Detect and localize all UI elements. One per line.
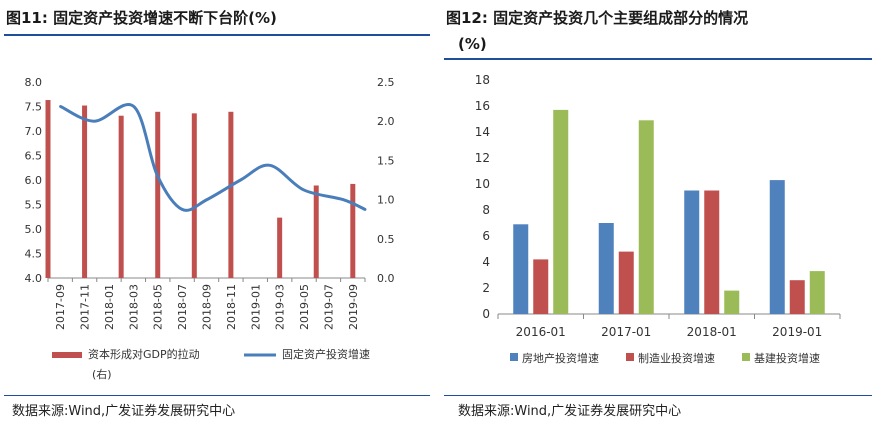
legend-bar-note: (右)	[92, 367, 112, 381]
x-tick-label: 2019-01	[249, 284, 262, 330]
left-y-tick-label: 4.5	[25, 248, 43, 261]
left-chart: 4.0 4.5 5.0 5.5 6.0 6.5 7.0 7.5 8.0 0.0 0.5 1.0 1.5 2…	[25, 76, 395, 381]
left-figure-title: 图11: 固定资产投资增速不断下台阶(%)	[6, 6, 277, 30]
y-tick-label: 4	[482, 255, 490, 269]
bar-capital-formation	[313, 185, 319, 278]
x-tick-label: 2019-01	[772, 325, 822, 339]
right-figure-panel: 图12: 固定资产投资几个主要组成部分的情况 (%) 0 2 4 6 8 10 12 14 16…	[440, 0, 877, 425]
x-tick-label: 2019-07	[322, 284, 335, 330]
bar-manufacturing	[789, 280, 805, 314]
bar-real-estate	[513, 224, 529, 314]
bar-real-estate	[769, 180, 785, 314]
right-y-tick-label: 0.5	[377, 233, 395, 246]
x-tick-label: 2017-11	[79, 284, 92, 330]
x-tick-label: 2018-03	[127, 284, 140, 330]
y-tick-label: 18	[475, 73, 490, 87]
bar-capital-formation	[45, 100, 51, 278]
bar-capital-formation	[277, 217, 283, 278]
legend-bar-swatch	[52, 352, 82, 358]
left-y-tick-label: 6.5	[25, 150, 43, 163]
right-title-rule	[444, 58, 872, 60]
bar-infrastructure	[638, 120, 654, 314]
x-tick-label: 2018-07	[176, 284, 189, 330]
left-y-tick-label: 7.5	[25, 101, 43, 114]
right-source-rule	[444, 395, 872, 396]
legend-line-label: 固定资产投资增速	[282, 347, 370, 361]
legend-label: 基建投资增速	[754, 351, 820, 365]
left-y-tick-label: 5.0	[25, 223, 43, 236]
bar-infrastructure	[809, 271, 825, 314]
right-source-note: 数据来源:Wind,广发证券发展研究中心	[458, 404, 682, 419]
bar-capital-formation	[350, 183, 356, 278]
right-y-tick-label: 2.5	[377, 76, 395, 89]
bar-real-estate	[684, 190, 700, 314]
right-y-tick-label: 1.5	[377, 154, 395, 167]
x-tick-label: 2018-01	[687, 325, 737, 339]
right-y-tick-label: 0.0	[377, 272, 395, 285]
bar-capital-formation	[118, 115, 124, 278]
x-tick-label: 2019-09	[347, 284, 360, 330]
x-tick-label: 2018-01	[103, 284, 116, 330]
y-tick-label: 12	[475, 151, 490, 165]
bar-manufacturing	[704, 190, 720, 314]
bar-capital-formation	[191, 113, 197, 278]
legend-swatch	[742, 353, 750, 361]
legend-bar-label: 资本形成对GDP的拉动	[88, 347, 200, 361]
left-source-rule	[4, 395, 430, 396]
bar-manufacturing	[533, 259, 549, 314]
y-tick-label: 8	[482, 203, 490, 217]
left-y-tick-label: 6.0	[25, 174, 43, 187]
legend-label: 房地产投资增速	[522, 351, 599, 365]
x-tick-label: 2017-09	[54, 284, 67, 330]
right-figure-caption: 固定资产投资几个主要组成部分的情况	[493, 9, 749, 27]
left-y-tick-label: 4.0	[25, 272, 43, 285]
y-tick-label: 14	[475, 125, 490, 139]
bar-real-estate	[598, 223, 614, 314]
bar-capital-formation	[82, 105, 88, 279]
left-title-rule	[4, 34, 430, 36]
right-figure-title: 图12: 固定资产投资几个主要组成部分的情况	[446, 6, 748, 30]
legend-label: 制造业投资增速	[638, 351, 715, 365]
right-y-tick-label: 1.0	[377, 194, 395, 207]
y-tick-label: 6	[482, 229, 490, 243]
y-tick-label: 0	[482, 307, 490, 321]
left-y-tick-label: 8.0	[25, 76, 43, 89]
legend-swatch	[510, 353, 518, 361]
x-tick-label: 2019-03	[274, 284, 287, 330]
y-tick-label: 2	[482, 281, 490, 295]
x-tick-label: 2017-01	[601, 325, 651, 339]
bar-infrastructure	[553, 109, 569, 315]
x-tick-label: 2019-05	[298, 284, 311, 330]
left-source-note: 数据来源:Wind,广发证券发展研究中心	[12, 404, 236, 419]
bar-manufacturing	[618, 251, 634, 314]
right-chart: 0 2 4 6 8 10 12 14 16 18 2016-01 2017-01 2018-01 2019…	[475, 73, 841, 365]
left-y-tick-label: 7.0	[25, 125, 43, 138]
bar-capital-formation	[228, 111, 234, 279]
left-y-tick-label: 5.5	[25, 199, 43, 212]
left-figure-panel: 图11: 固定资产投资增速不断下台阶(%) 4.0 4.5 5.0 5.5 6.0 6.5…	[0, 0, 437, 425]
y-tick-label: 16	[475, 99, 490, 113]
right-y-tick-label: 2.0	[377, 115, 395, 128]
bar-infrastructure	[724, 290, 740, 314]
left-figure-caption: 固定资产投资增速不断下台阶(%)	[53, 9, 277, 27]
line-fai-growth	[59, 103, 367, 212]
right-figure-unit: (%)	[458, 35, 487, 53]
x-tick-label: 2016-01	[516, 325, 566, 339]
legend-swatch	[626, 353, 634, 361]
bar-capital-formation	[155, 111, 161, 279]
y-tick-label: 10	[475, 177, 490, 191]
left-figure-number: 图11:	[6, 9, 48, 27]
right-figure-number: 图12:	[446, 9, 488, 27]
x-tick-label: 2018-05	[152, 284, 165, 330]
x-tick-label: 2018-11	[225, 284, 238, 330]
x-tick-label: 2018-09	[201, 284, 214, 330]
